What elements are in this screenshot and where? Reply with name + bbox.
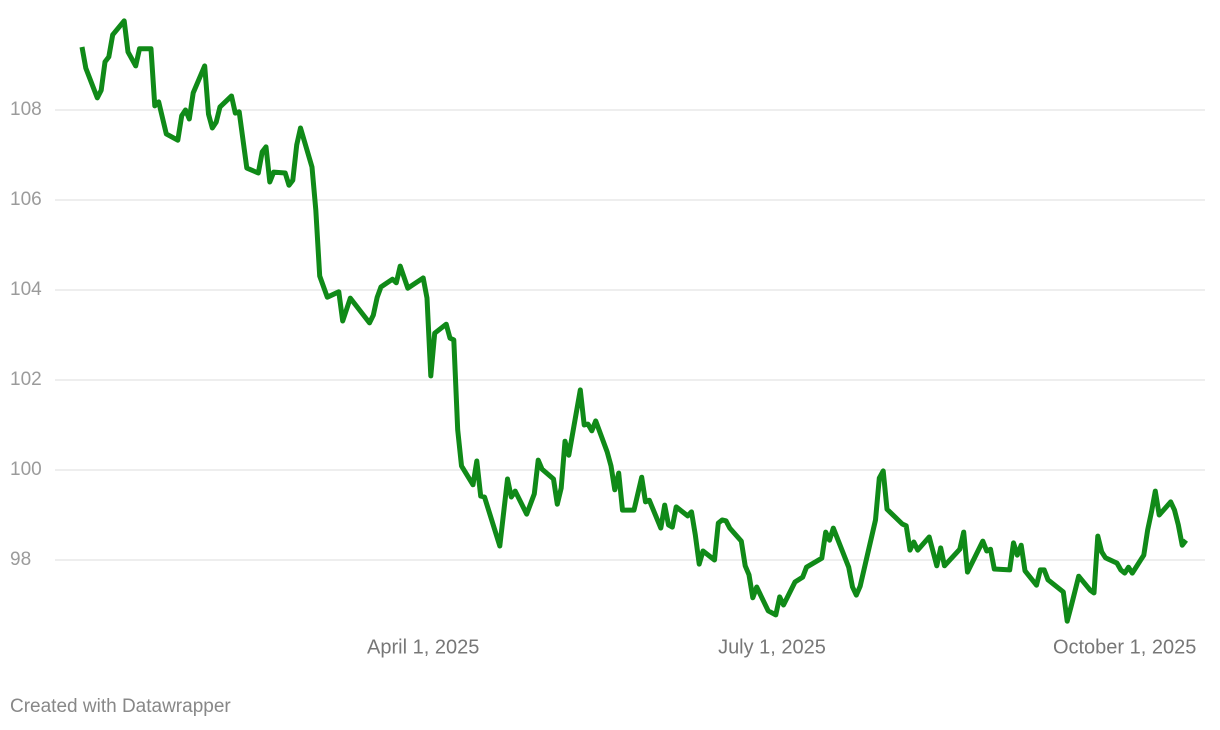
x-tick-label: July 1, 2025 xyxy=(718,636,826,658)
x-tick-label: October 1, 2025 xyxy=(1053,636,1196,658)
x-tick-label: April 1, 2025 xyxy=(367,636,479,658)
y-tick-label: 104 xyxy=(10,279,42,300)
y-tick-label: 98 xyxy=(10,549,31,570)
data-line xyxy=(79,18,1188,624)
y-tick-label: 108 xyxy=(10,99,42,120)
y-tick-label: 100 xyxy=(10,459,42,480)
y-tick-label: 106 xyxy=(10,189,42,210)
y-tick-label: 102 xyxy=(10,369,42,390)
credit: Created with Datawrapper xyxy=(10,696,231,717)
